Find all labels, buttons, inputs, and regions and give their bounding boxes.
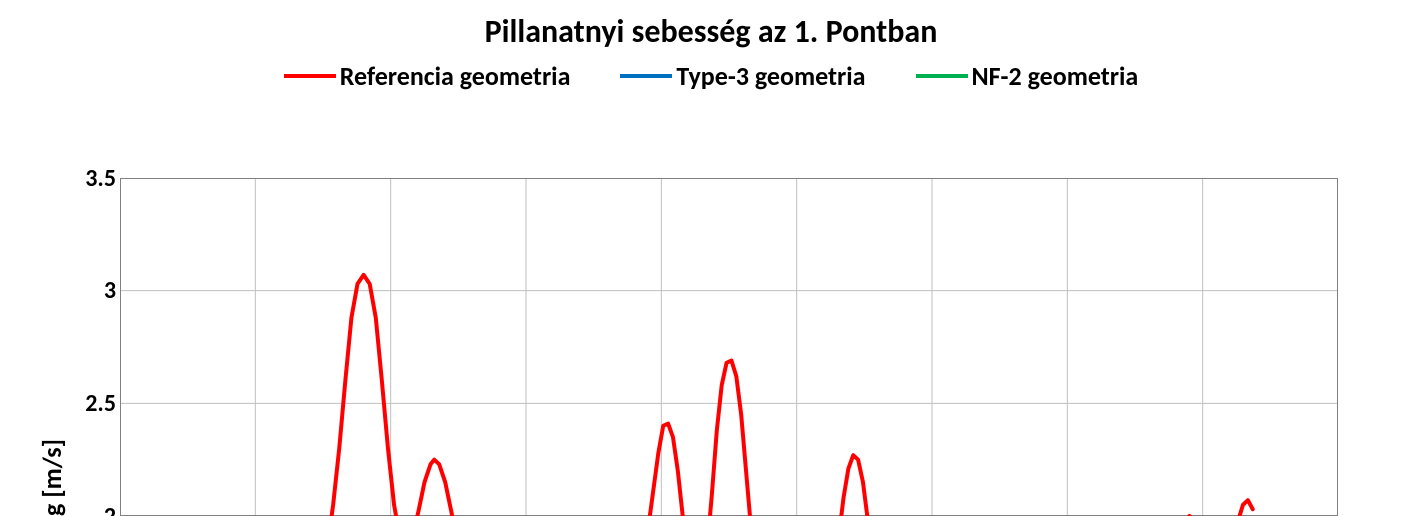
chart-title: Pillanatnyi sebesség az 1. Pontban	[0, 12, 1422, 51]
legend-swatch-referencia	[284, 74, 336, 78]
legend-item-type3: Type-3 geometria	[620, 60, 865, 92]
chart-container: Pillanatnyi sebesség az 1. Pontban Refer…	[0, 0, 1422, 516]
y-axis-label: g [m/s]	[36, 439, 68, 516]
legend-item-nf2: NF-2 geometria	[916, 60, 1139, 92]
legend-label: Referencia geometria	[340, 60, 571, 92]
legend: Referencia geometria Type-3 geometria NF…	[0, 60, 1422, 92]
legend-label: Type-3 geometria	[676, 60, 865, 92]
legend-item-referencia: Referencia geometria	[284, 60, 571, 92]
ytick-2: 2	[70, 502, 116, 516]
ytick-3-5: 3.5	[70, 164, 116, 193]
legend-swatch-type3	[620, 74, 672, 78]
plot-area	[120, 178, 1338, 516]
legend-label: NF-2 geometria	[972, 60, 1139, 92]
ytick-2-5: 2.5	[70, 389, 116, 418]
ytick-3: 3	[70, 276, 116, 305]
legend-swatch-nf2	[916, 74, 968, 78]
